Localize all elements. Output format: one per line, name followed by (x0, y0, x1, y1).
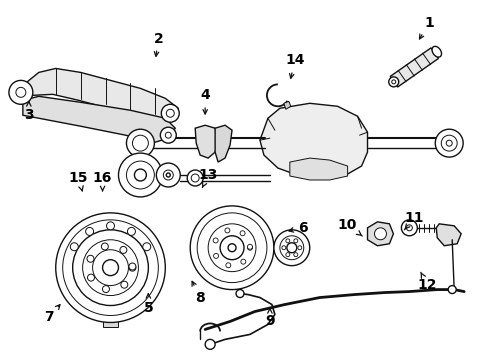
Circle shape (401, 220, 417, 236)
Text: 7: 7 (44, 305, 60, 324)
Polygon shape (195, 125, 218, 158)
Circle shape (274, 230, 310, 266)
Circle shape (446, 140, 452, 146)
Circle shape (9, 80, 33, 104)
Circle shape (298, 246, 302, 250)
Circle shape (165, 132, 172, 138)
Circle shape (73, 230, 148, 306)
Circle shape (156, 163, 180, 187)
Circle shape (389, 77, 399, 87)
Circle shape (102, 260, 119, 276)
Circle shape (129, 263, 136, 270)
Circle shape (392, 80, 396, 84)
Polygon shape (102, 318, 119, 328)
Circle shape (16, 87, 26, 97)
Circle shape (294, 239, 298, 243)
Circle shape (197, 213, 267, 283)
Circle shape (247, 244, 252, 249)
Circle shape (441, 135, 457, 151)
Circle shape (374, 228, 387, 240)
Text: 4: 4 (200, 88, 210, 114)
Circle shape (213, 238, 218, 243)
Circle shape (287, 243, 297, 253)
Polygon shape (390, 48, 439, 87)
Circle shape (166, 173, 171, 177)
Circle shape (143, 243, 151, 251)
Circle shape (160, 127, 176, 143)
Circle shape (241, 259, 246, 264)
Circle shape (286, 253, 290, 257)
Text: 6: 6 (289, 221, 308, 235)
Circle shape (70, 243, 78, 251)
Polygon shape (260, 103, 368, 178)
Circle shape (163, 170, 173, 180)
Circle shape (121, 281, 128, 288)
Circle shape (406, 225, 413, 231)
Circle shape (282, 246, 286, 250)
Circle shape (127, 228, 135, 235)
Circle shape (119, 153, 162, 197)
Text: 2: 2 (153, 32, 163, 56)
Text: 16: 16 (93, 171, 112, 191)
Circle shape (63, 220, 158, 315)
Circle shape (101, 243, 108, 250)
Circle shape (240, 231, 245, 236)
Text: 11: 11 (404, 211, 424, 230)
Circle shape (132, 135, 148, 151)
Text: 10: 10 (338, 218, 362, 236)
Circle shape (161, 104, 179, 122)
Text: 8: 8 (192, 282, 205, 305)
Circle shape (236, 289, 244, 298)
Text: 1: 1 (419, 15, 434, 39)
Circle shape (83, 240, 138, 296)
Circle shape (86, 228, 94, 235)
Text: 14: 14 (285, 54, 305, 78)
Circle shape (286, 239, 290, 243)
Circle shape (448, 285, 456, 293)
Text: 9: 9 (265, 309, 275, 328)
Circle shape (208, 224, 256, 272)
Circle shape (226, 263, 231, 268)
Circle shape (205, 339, 215, 349)
Circle shape (87, 255, 94, 262)
Circle shape (191, 174, 199, 182)
Text: 12: 12 (417, 273, 437, 292)
Circle shape (126, 129, 154, 157)
Circle shape (129, 264, 136, 271)
Polygon shape (19, 68, 178, 122)
Circle shape (190, 206, 274, 289)
Circle shape (225, 228, 230, 233)
Polygon shape (290, 158, 347, 180)
Circle shape (214, 253, 219, 258)
Circle shape (294, 253, 298, 257)
Circle shape (134, 169, 147, 181)
Circle shape (126, 161, 154, 189)
Circle shape (106, 222, 115, 230)
Text: 15: 15 (69, 171, 88, 191)
Text: 13: 13 (198, 168, 218, 188)
Circle shape (247, 245, 252, 250)
Circle shape (166, 109, 174, 117)
Polygon shape (284, 101, 291, 109)
Text: 5: 5 (144, 294, 153, 315)
Circle shape (220, 236, 244, 260)
Circle shape (435, 129, 463, 157)
Circle shape (88, 274, 95, 281)
Polygon shape (368, 222, 393, 246)
Polygon shape (436, 224, 461, 246)
Circle shape (93, 250, 128, 285)
Circle shape (120, 247, 127, 253)
Text: 3: 3 (24, 102, 34, 122)
Ellipse shape (432, 46, 441, 57)
Circle shape (187, 170, 203, 186)
Polygon shape (215, 125, 232, 162)
Circle shape (228, 244, 236, 252)
Circle shape (56, 213, 165, 323)
Polygon shape (23, 96, 175, 142)
Circle shape (280, 236, 304, 260)
Circle shape (102, 285, 109, 293)
